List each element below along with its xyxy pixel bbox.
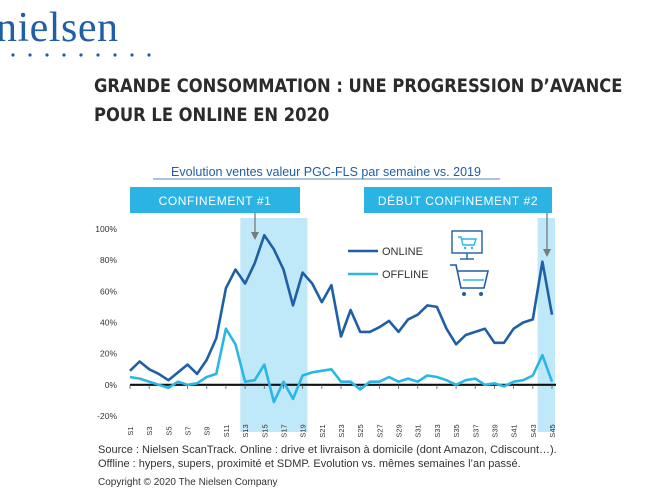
x-tick-label: S15 [260,424,269,437]
confinement-2-banner [364,187,552,213]
x-tick-label: S39 [490,424,499,437]
arrow-2-head [543,249,551,257]
series [129,233,554,404]
x-tick-label: S9 [203,426,212,435]
copyright: Copyright © 2020 The Nielsen Company [98,477,278,488]
x-tick-label: S17 [279,424,288,437]
x-axis: S1 S3 S5 S7 S9 S11 S13 S15 S17 S19 S21 S23 S25 S27 S29… [126,384,557,438]
title-line-1: GRANDE CONSOMMATION : UNE PROGRESSION D’… [94,75,623,97]
source-note: Source : Nielsen ScanTrack. Online : dri… [98,444,557,471]
sales-chart: Evolution ventes valeur PGC-FLS par sema… [95,165,557,438]
y-tick-label: 0% [105,380,118,390]
x-tick-label: S13 [241,424,250,437]
banner-arrows [251,213,551,257]
x-tick-label: S27 [375,424,384,437]
x-tick-label: S23 [337,424,346,437]
x-tick-label: S21 [318,424,327,437]
offline-series-line [129,327,554,404]
page-title: GRANDE CONSOMMATION : UNE PROGRESSION D’… [94,72,623,130]
y-tick-label: 60% [100,286,117,296]
x-tick-label: S5 [164,426,173,435]
confinement-1-banner [130,187,300,213]
y-tick-label: 100% [95,224,117,234]
x-tick-label: S3 [145,426,154,435]
logo-dots [11,53,151,57]
x-tick-label: S11 [222,425,231,438]
source-line-2: Offline : hypers, supers, proximité et S… [98,457,521,470]
x-tick-label: S1 [126,426,135,435]
title-line-2: POUR LE ONLINE EN 2020 [94,104,330,126]
x-tick-label: S31 [414,424,423,437]
source-line-1: Source : Nielsen ScanTrack. Online : dri… [98,444,557,456]
y-tick-label: -20% [97,411,117,421]
confinement-band-1 [240,218,308,432]
y-axis: 100% 80% 60% 40% 20% 0% -20% [95,224,117,421]
nielsen-logo: nielsen [0,5,119,51]
x-tick-label: S19 [299,424,308,437]
x-tick-label: S37 [471,424,480,437]
x-tick-label: S35 [452,424,461,437]
online-series-line [129,233,554,382]
arrow-1-head [251,232,259,240]
x-tick-label: S25 [356,424,365,437]
x-tick-label: S41 [510,424,519,437]
legend-offline-label: OFFLINE [382,269,428,281]
x-tick-label: S45 [548,424,557,437]
x-tick-label: S43 [529,424,538,437]
confinement-2-label: DÉBUT CONFINEMENT #2 [378,193,538,208]
x-tick-label: S33 [433,424,442,437]
chart-title: Evolution ventes valeur PGC-FLS par sema… [171,165,481,179]
confinement-1-label: CONFINEMENT #1 [159,194,272,208]
legend: ONLINE OFFLINE [348,230,490,296]
y-tick-label: 40% [100,318,117,328]
x-tick-label: S7 [184,426,193,435]
legend-online-label: ONLINE [382,246,423,258]
y-tick-label: 80% [100,255,117,265]
y-tick-label: 20% [100,349,117,359]
x-tick-label: S29 [395,424,404,437]
offline-cart-icon [450,264,490,296]
online-cart-icon [451,230,483,260]
